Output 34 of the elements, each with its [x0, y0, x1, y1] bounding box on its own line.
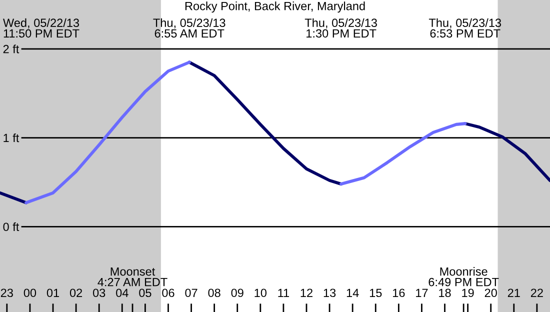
x-tick-label: 17 [416, 288, 428, 297]
x-tick-label: 20 [484, 288, 497, 298]
x-tick-label: 06 [162, 288, 174, 298]
y-tick-label: 1 ft [4, 134, 20, 142]
x-tick-label: 16 [393, 288, 405, 298]
x-tick-label: 15 [370, 288, 382, 298]
annotation: Thu, 05/23/13 1:30 PM EDT [304, 18, 377, 38]
x-tick-label: 04 [116, 288, 128, 298]
x-tick-label: 13 [324, 288, 336, 298]
chart-title: Rocky Point, Back River, Maryland [185, 2, 365, 13]
x-tick-label: 08 [208, 288, 220, 298]
x-tick-label: 10 [254, 288, 267, 298]
x-tick-label: 03 [92, 288, 106, 298]
x-tick-label: 01 [46, 288, 59, 298]
x-tick-label: 21 [508, 288, 520, 297]
annotation: Thu, 05/23/13 6:53 PM EDT [428, 18, 502, 38]
x-tick-label: 19 [462, 288, 474, 298]
y-tick-label: 2 ft [3, 44, 20, 54]
x-tick-label: 00 [24, 288, 36, 298]
x-tick-label: 02 [70, 288, 82, 298]
x-tick-label: 23 [0, 288, 13, 298]
annotation: Moonset 4:27 AM EDT [98, 267, 168, 286]
x-tick-label: 07 [185, 288, 198, 298]
x-tick-label: 05 [139, 288, 152, 298]
annotation: Moonrise 6:49 PM EDT [428, 267, 499, 286]
annotation: Wed, 05/22/13 11:50 PM EDT [3, 18, 80, 38]
x-tick-label: 11 [278, 288, 290, 297]
x-tick-label: 14 [346, 288, 359, 297]
x-tick-label: 18 [439, 288, 451, 298]
x-tick-label: 09 [231, 288, 244, 298]
y-tick-label: 0 ft [3, 222, 20, 232]
x-tick-label: 22 [530, 288, 543, 297]
x-tick-label: 12 [300, 288, 312, 297]
annotation: Thu, 05/23/13 6:55 AM EDT [153, 18, 226, 38]
